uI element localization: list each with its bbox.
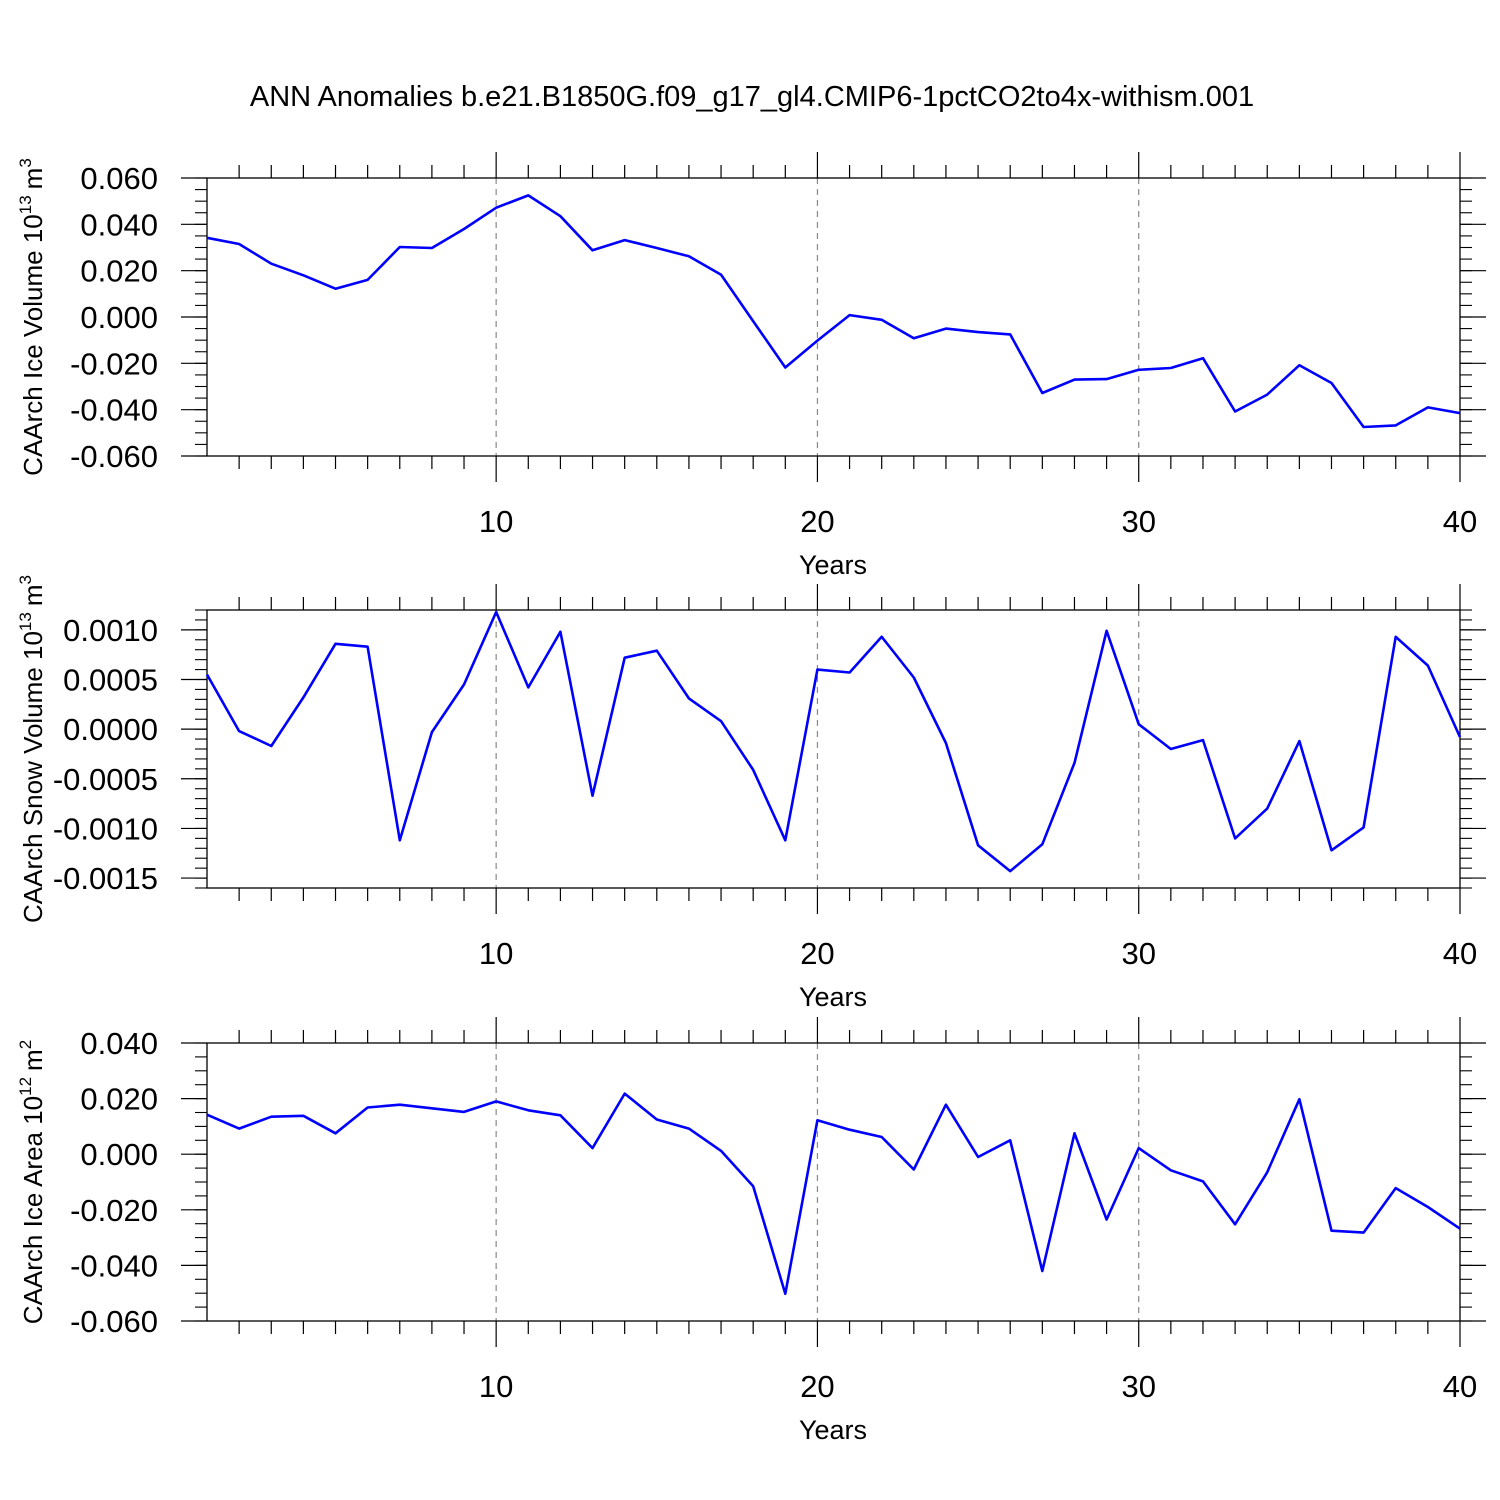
y-axis-label: CAArch Snow Volume 1013m3 — [16, 575, 48, 923]
y-tick-label: -0.0015 — [53, 861, 158, 896]
panel-3: -0.060 -0.040 -0.020 0.000 0.020 0.040 10 20 30 4… — [16, 1017, 1486, 1445]
x-axis-label: Years — [799, 550, 867, 580]
y-tick-label: 0.040 — [80, 1026, 158, 1061]
x-tick-label: 10 — [479, 1369, 513, 1404]
x-axis-label: Years — [799, 1415, 867, 1445]
x-tick-label: 30 — [1121, 1369, 1155, 1404]
x-tick-label: 30 — [1121, 936, 1155, 971]
y-tick-label: -0.020 — [70, 1193, 158, 1228]
x-tick-label: 40 — [1443, 936, 1477, 971]
panel-2: -0.0015 -0.0010 -0.0005 0.0000 0.0005 0.0010 1… — [16, 575, 1486, 1012]
plot-frame — [206, 609, 1461, 889]
x-axis-label: Years — [799, 982, 867, 1012]
y-tick-label: -0.0010 — [53, 811, 158, 846]
series-line — [205, 610, 1462, 873]
y-tick-label: 0.040 — [80, 207, 158, 242]
y-tick-label: 0.000 — [80, 300, 158, 335]
figure-title: ANN Anomalies b.e21.B1850G.f09_g17_gl4.C… — [250, 81, 1254, 113]
x-tick-label: 20 — [800, 936, 834, 971]
y-axis-label: CAArch Ice Volume 1013m3 — [16, 158, 48, 476]
x-tick-label: 10 — [479, 936, 513, 971]
panel-1: -0.060 -0.040 -0.020 0.000 0.020 0.040 0.060 10… — [16, 152, 1486, 580]
series-line — [206, 1092, 1461, 1296]
y-tick-label: 0.0000 — [63, 712, 158, 747]
x-tick-label: 10 — [479, 504, 513, 539]
x-tick-label: 20 — [800, 1369, 834, 1404]
y-tick-label: -0.060 — [70, 439, 158, 474]
y-tick-label: 0.0010 — [63, 613, 158, 648]
y-tick-label: -0.020 — [70, 346, 158, 381]
y-tick-label: 0.0005 — [63, 663, 158, 698]
y-tick-label: -0.0005 — [53, 762, 158, 797]
y-tick-label: -0.060 — [70, 1304, 158, 1339]
y-tick-label: 0.020 — [80, 1082, 158, 1117]
y-tick-label: 0.000 — [80, 1137, 158, 1172]
x-tick-label: 40 — [1443, 504, 1477, 539]
x-tick-label: 40 — [1443, 1369, 1477, 1404]
plot-frame — [206, 1042, 1461, 1322]
y-tick-label: 0.020 — [80, 254, 158, 289]
x-tick-label: 30 — [1121, 504, 1155, 539]
x-tick-label: 20 — [800, 504, 834, 539]
series-line — [206, 194, 1461, 429]
y-tick-label: -0.040 — [70, 393, 158, 428]
plot-frame — [206, 177, 1461, 457]
y-tick-label: 0.060 — [80, 161, 158, 196]
y-tick-label: -0.040 — [70, 1248, 158, 1283]
y-axis-label: CAArch Ice Area 1012m2 — [16, 1040, 48, 1324]
